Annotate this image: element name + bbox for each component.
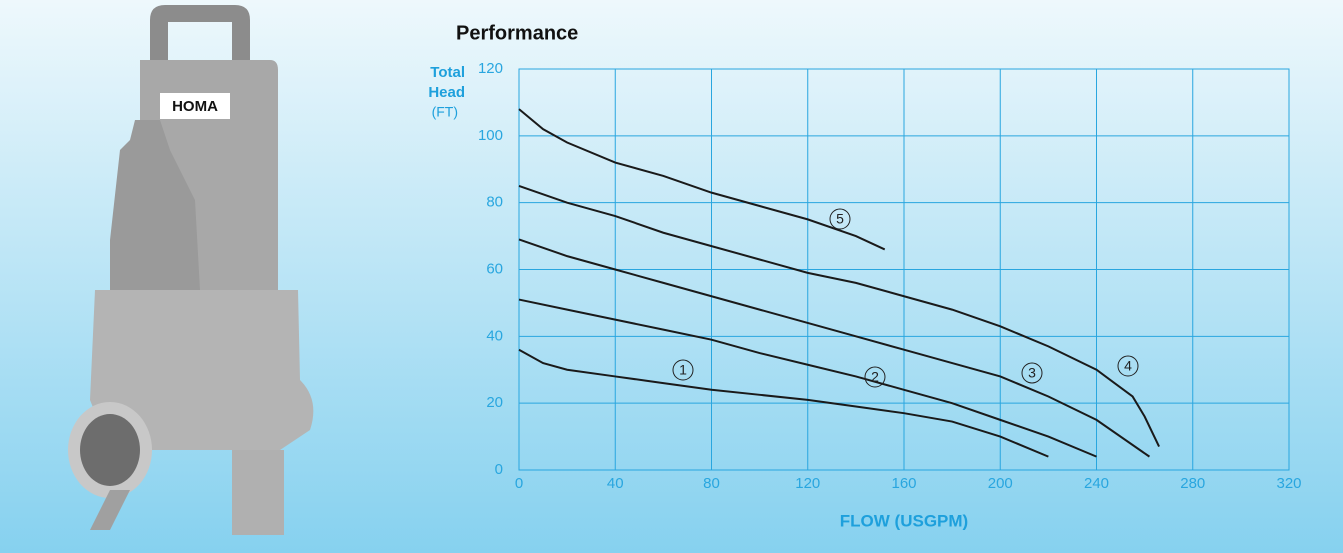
curve-label-circle <box>829 208 851 230</box>
curve <box>518 185 1160 448</box>
x-tick-label: 120 <box>795 475 820 492</box>
x-tick-label: 0 <box>515 475 523 492</box>
x-tick-label: 40 <box>607 475 624 492</box>
curve-label-circle <box>672 359 694 381</box>
y-tick-label: 0 <box>495 461 503 478</box>
chart-title: Performance <box>456 22 578 44</box>
x-tick-label: 320 <box>1276 475 1301 492</box>
logo: HOMA <box>172 98 218 115</box>
curve <box>518 348 1049 458</box>
y-tick-label: 80 <box>486 194 503 211</box>
y-tick-label: 20 <box>486 394 503 411</box>
x-tick-label: 200 <box>988 475 1013 492</box>
curve-label-circle <box>864 366 886 388</box>
x-tick-label: 160 <box>891 475 916 492</box>
y-tick-label: 40 <box>486 327 503 344</box>
curve-label-circle <box>1117 355 1139 377</box>
curve-label: 5 <box>836 211 844 227</box>
curve-label: 1 <box>679 362 687 378</box>
y-tick-label: 60 <box>486 260 503 277</box>
x-tick-label: 80 <box>703 475 720 492</box>
curve-label: 3 <box>1028 365 1036 381</box>
y-axis-label: Head <box>428 84 465 101</box>
pump-illustration: HOMA <box>68 5 314 535</box>
y-axis-label: Total <box>430 64 465 81</box>
y-tick-label: 120 <box>478 60 503 77</box>
y-axis-unit: (FT) <box>432 104 458 120</box>
curve-label: 4 <box>1124 358 1132 374</box>
curve-label-circle <box>1021 362 1043 384</box>
x-tick-label: 240 <box>1084 475 1109 492</box>
x-axis-label: FLOW (USGPM) <box>840 511 968 530</box>
curve <box>518 108 886 251</box>
curve-label: 2 <box>871 369 879 385</box>
curve <box>518 238 1151 458</box>
curve <box>518 298 1097 458</box>
y-tick-label: 100 <box>478 127 503 144</box>
x-tick-label: 280 <box>1180 475 1205 492</box>
